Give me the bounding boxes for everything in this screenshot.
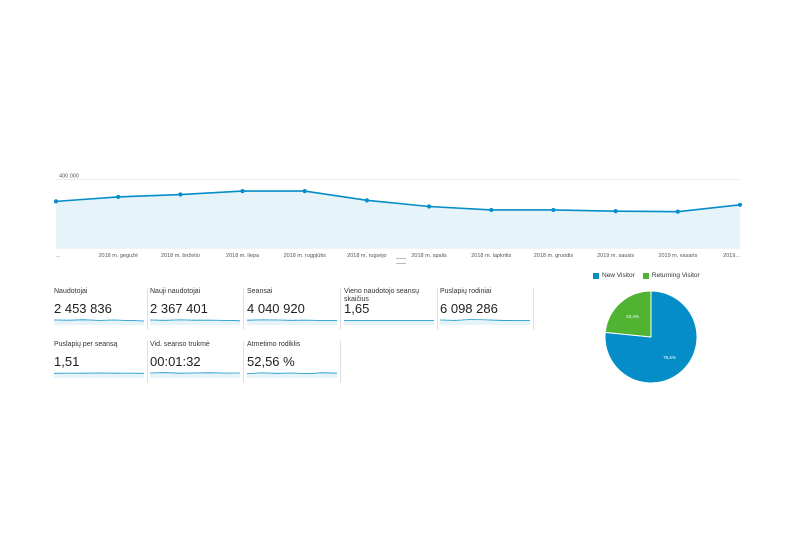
data-point (737, 202, 743, 207)
data-point (551, 207, 556, 213)
sparkline (54, 372, 144, 378)
x-tick-label: 2018 m. gegužė (98, 253, 137, 259)
data-point (116, 194, 121, 200)
metric-label: Seansai (247, 288, 273, 295)
x-tick-label: 2018 m. liepa (226, 253, 260, 259)
data-point (53, 199, 59, 204)
data-point (613, 209, 618, 214)
metric-tile-pages-per-session[interactable]: Puslapių per seansą 1,51 (54, 341, 148, 383)
x-tick-label: 2018 m. rugpjūtis (284, 253, 326, 259)
metric-value: 2 453 836 (54, 301, 112, 316)
x-tick-label: 2019 m. sausis (597, 253, 634, 259)
metric-value: 2 367 401 (150, 301, 208, 316)
pie-slice-label: 76,6% (663, 355, 676, 360)
sparkline (150, 372, 240, 378)
data-point (675, 209, 680, 214)
metric-tile-bounce-rate[interactable]: Atmetimo rodiklis 52,56 % (247, 341, 341, 383)
legend-label: New Visitor (602, 272, 635, 279)
metric-tile-new-users[interactable]: Nauji naudotojai 2 367 401 (150, 288, 244, 330)
x-tick-label: 2018 m. birželio (161, 253, 200, 259)
metric-tile-avg-session-duration[interactable]: Vid. seanso trukmė 00:01:32 (150, 341, 244, 383)
x-tick-label: 2018 m. rugsėjo (347, 253, 386, 259)
y-tick-label: 400 000 (59, 173, 79, 179)
metric-label: Vieno naudotojo seansų skaičius (344, 288, 419, 303)
metric-label: Atmetimo rodiklis (247, 341, 301, 348)
metric-label: Nauji naudotojai (150, 288, 201, 295)
metric-label: Puslapių rodiniai (440, 288, 492, 295)
data-point (364, 198, 370, 203)
metric-tile-sessions-per-user[interactable]: Vieno naudotojo seansų skaičius 1,65 (344, 288, 438, 330)
metric-label: Naudotojai (54, 288, 88, 295)
x-tick-label: 2018 m. lapkritis (471, 253, 511, 259)
metric-value: 52,56 % (247, 354, 295, 369)
metric-value: 1,65 (344, 301, 370, 316)
data-point (426, 204, 432, 209)
data-point (302, 188, 307, 194)
pie-legend: New Visitor Returning Visitor (593, 272, 700, 279)
metric-label: Puslapių per seansą (54, 341, 118, 348)
metric-tile-users[interactable]: Naudotojai 2 453 836 (54, 288, 148, 330)
metric-label: Vid. seanso trukmė (150, 341, 210, 348)
chart-resize-handle[interactable] (396, 258, 406, 264)
data-point (178, 192, 183, 197)
series-line (55, 190, 741, 213)
pie-slice-label: 23,4% (626, 314, 639, 319)
metric-tile-pageviews[interactable]: Puslapių rodiniai 6 098 286 (440, 288, 534, 330)
sparkline (54, 319, 144, 325)
legend-label: Returning Visitor (651, 272, 700, 279)
x-tick-label: 2018 m. spalis (411, 253, 447, 259)
metric-value: 6 098 286 (440, 301, 498, 316)
x-tick-label: ... (56, 253, 61, 259)
legend-item-new-visitor[interactable]: New Visitor (593, 272, 635, 279)
x-tick-label: 2019... (723, 253, 740, 259)
series-area (56, 191, 740, 248)
data-point (240, 188, 245, 194)
legend-swatch (593, 272, 599, 279)
sparkline (247, 319, 337, 325)
legend-swatch (642, 272, 649, 279)
sparkline (440, 319, 530, 325)
x-tick-label: 2019 m. vasaris (658, 253, 697, 259)
metric-value: 00:01:32 (150, 354, 201, 369)
sparkline (344, 319, 434, 325)
legend-item-returning-visitor[interactable]: Returning Visitor (642, 272, 700, 279)
x-tick-label: 2018 m. gruodis (534, 253, 574, 259)
metric-value: 1,51 (54, 354, 80, 369)
sparkline (150, 319, 240, 325)
metric-value: 4 040 920 (247, 301, 305, 316)
metric-tile-sessions[interactable]: Seansai 4 040 920 (247, 288, 341, 330)
pie-slice-returning-visitor (604, 290, 652, 338)
sparkline (247, 372, 337, 378)
data-point (489, 207, 494, 213)
visitor-pie-chart[interactable]: 76,6% 23,4% (604, 290, 698, 384)
